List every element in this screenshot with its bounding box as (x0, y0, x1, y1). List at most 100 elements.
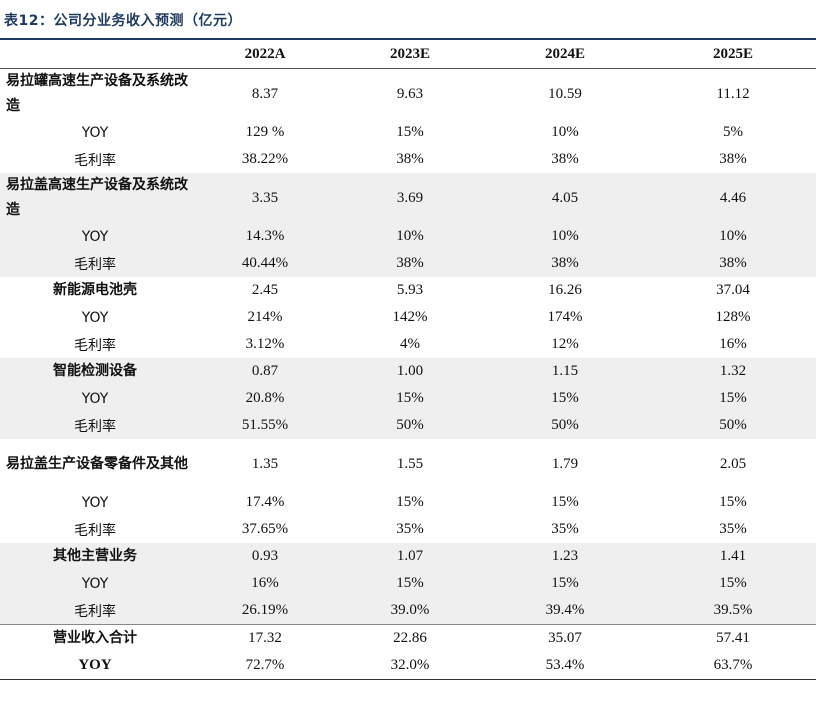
value-cell: 22.86 (340, 624, 480, 652)
value-cell: 1.35 (251, 455, 279, 472)
row-label: 毛利率 (74, 337, 116, 354)
value-cell: 15% (396, 124, 424, 140)
segment-revenue-row: 易拉罐高速生产设备及系统改造 8.37 9.63 10.59 11.12 (0, 69, 816, 120)
segment-name: 易拉罐高速生产设备及系统改造 (6, 73, 188, 114)
value-cell: 10% (551, 124, 579, 140)
segment-margin-row: 毛利率 40.44% 38% 38% 38% (0, 250, 816, 277)
segment-name: 易拉盖高速生产设备及系统改造 (0, 173, 190, 223)
segment-revenue-row: 智能检测设备 0.87 1.00 1.15 1.32 (0, 358, 816, 385)
value-cell: 10% (340, 223, 480, 250)
segment-margin-row: 毛利率 37.65% 35% 35% 35% (0, 516, 816, 543)
row-label: YOY (0, 652, 190, 680)
value-cell: 214% (247, 309, 283, 325)
value-cell: 15% (551, 494, 579, 510)
table-title: 表12：公司分业务收入预测（亿元） (4, 13, 242, 29)
value-cell: 11.12 (716, 85, 750, 102)
segment-name: 易拉盖生产设备零备件及其他 (6, 455, 188, 472)
value-cell: 129 % (245, 124, 285, 140)
value-cell: 37.65% (241, 521, 289, 537)
value-cell: 0.87 (190, 358, 340, 385)
value-cell: 10.59 (548, 85, 582, 102)
revenue-forecast-table: 2022A 2023E 2024E 2025E 易拉罐高速生产设备及系统改造 8… (0, 38, 816, 680)
segment-name: 新能源电池壳 (53, 282, 137, 298)
value-cell: 50% (340, 412, 480, 439)
value-cell: 5.93 (396, 282, 424, 298)
value-cell: 40.44% (190, 250, 340, 277)
value-cell: 17.32 (190, 624, 340, 652)
value-cell: 15% (650, 570, 816, 597)
value-cell: 38.22% (241, 151, 289, 167)
value-cell: 1.32 (650, 358, 816, 385)
segment-revenue-row: 其他主营业务 0.93 1.07 1.23 1.41 (0, 543, 816, 570)
value-cell: 15% (396, 494, 424, 510)
value-cell: 2.05 (719, 455, 747, 472)
total-label: 营业收入合计 (0, 624, 190, 652)
value-cell: 12% (551, 336, 579, 352)
value-cell: 17.4% (245, 494, 285, 510)
value-cell: 1.41 (650, 543, 816, 570)
segment-revenue-row: 易拉盖高速生产设备及系统改造 3.35 3.69 4.05 4.46 (0, 173, 816, 223)
value-cell: 9.63 (396, 85, 424, 102)
value-cell: 2.45 (251, 282, 279, 298)
value-cell: 63.7% (650, 652, 816, 680)
value-cell: 4% (400, 336, 420, 352)
row-label: YOY (81, 309, 109, 326)
total-revenue-row: 营业收入合计 17.32 22.86 35.07 57.41 (0, 624, 816, 652)
header-cell: 2024E (480, 38, 650, 69)
header-cell: 2023E (340, 38, 480, 69)
value-cell: 10% (650, 223, 816, 250)
segment-name: 智能检测设备 (0, 358, 190, 385)
value-cell: 57.41 (650, 624, 816, 652)
segment-revenue-row: 新能源电池壳 2.45 5.93 16.26 37.04 (0, 277, 816, 304)
value-cell: 38% (340, 250, 480, 277)
value-cell: 38% (480, 250, 650, 277)
value-cell: 38% (396, 151, 424, 167)
value-cell: 1.00 (340, 358, 480, 385)
value-cell: 35% (551, 521, 579, 537)
value-cell: 35% (396, 521, 424, 537)
value-cell: 15% (719, 494, 747, 510)
row-label: 毛利率 (0, 250, 190, 277)
value-cell: 38% (551, 151, 579, 167)
value-cell: 32.0% (340, 652, 480, 680)
value-cell: 39.5% (650, 597, 816, 625)
value-cell: 50% (650, 412, 816, 439)
value-cell: 20.8% (190, 385, 340, 412)
row-label: 毛利率 (0, 597, 190, 625)
segment-yoy-row: YOY 14.3% 10% 10% 10% (0, 223, 816, 250)
value-cell: 3.35 (190, 173, 340, 223)
value-cell: 15% (480, 385, 650, 412)
segment-margin-row: 毛利率 38.22% 38% 38% 38% (0, 146, 816, 173)
value-cell: 72.7% (190, 652, 340, 680)
header-cell: 2025E (650, 38, 816, 69)
segment-margin-row: 毛利率 51.55% 50% 50% 50% (0, 412, 816, 439)
segment-yoy-row: YOY 214% 142% 174% 128% (0, 304, 816, 331)
total-yoy-row: YOY 72.7% 32.0% 53.4% 63.7% (0, 652, 816, 680)
row-label: YOY (0, 570, 190, 597)
value-cell: 142% (392, 309, 428, 325)
segment-yoy-row: YOY 16% 15% 15% 15% (0, 570, 816, 597)
value-cell: 15% (340, 385, 480, 412)
value-cell: 38% (650, 250, 816, 277)
value-cell: 37.04 (716, 282, 750, 298)
value-cell: 39.4% (480, 597, 650, 625)
value-cell: 38% (719, 151, 747, 167)
value-cell: 4.05 (480, 173, 650, 223)
value-cell: 0.93 (190, 543, 340, 570)
header-row: 2022A 2023E 2024E 2025E (0, 38, 816, 69)
row-label: 毛利率 (74, 152, 116, 169)
segment-yoy-row: YOY 17.4% 15% 15% 15% (0, 489, 816, 516)
value-cell: 15% (650, 385, 816, 412)
value-cell: 35% (719, 521, 747, 537)
row-label: 毛利率 (74, 522, 116, 539)
value-cell: 53.4% (480, 652, 650, 680)
segment-margin-row: 毛利率 26.19% 39.0% 39.4% 39.5% (0, 597, 816, 625)
value-cell: 4.46 (650, 173, 816, 223)
value-cell: 1.79 (551, 455, 579, 472)
value-cell: 16.26 (548, 282, 582, 298)
value-cell: 10% (480, 223, 650, 250)
segment-yoy-row: YOY 129 % 15% 10% 5% (0, 119, 816, 146)
header-cell (0, 38, 190, 69)
row-label: YOY (81, 124, 109, 141)
value-cell: 1.15 (480, 358, 650, 385)
